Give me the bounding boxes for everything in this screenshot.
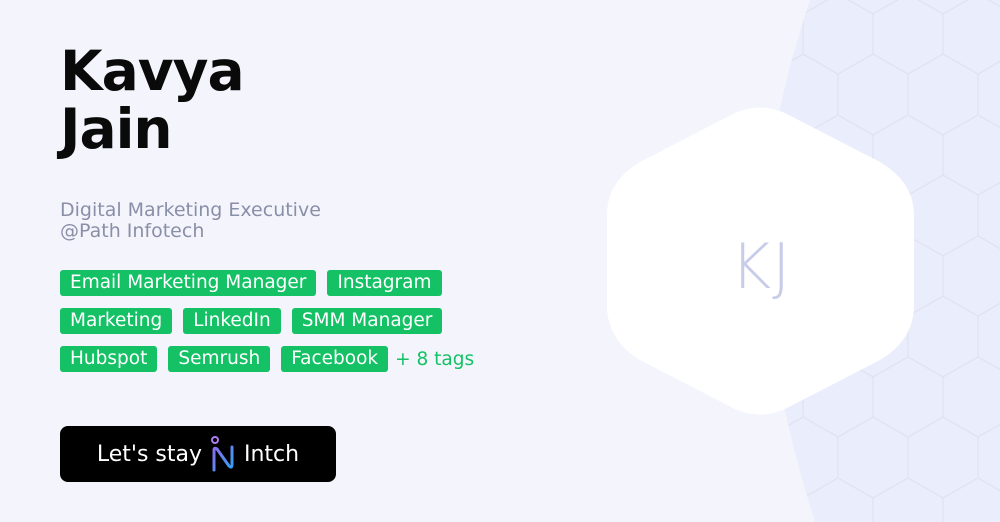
first-name: Kavya <box>60 39 245 103</box>
tag: Instagram <box>327 270 442 296</box>
tag: Email Marketing Manager <box>60 270 317 296</box>
company: @Path Infotech <box>60 220 205 242</box>
avatar-initials: KJ <box>730 230 792 303</box>
tag-row: Hubspot Semrush Facebook + 8 tags <box>60 346 540 372</box>
tag-row: Email Marketing Manager Instagram <box>60 270 540 296</box>
more-tags: + 8 tags <box>395 348 475 370</box>
lets-stay-intch-button[interactable]: Let's stay Intch <box>60 426 336 482</box>
profile-name: Kavya Jain <box>60 39 245 161</box>
cta-label: Let's stay <box>96 441 202 467</box>
tag: Facebook <box>281 346 389 372</box>
tag: Marketing <box>60 308 173 334</box>
last-name: Jain <box>60 97 173 161</box>
tag-list: Email Marketing Manager Instagram Market… <box>60 270 540 384</box>
cta-brand: Intch <box>244 441 300 467</box>
tag: LinkedIn <box>183 308 281 334</box>
tag-row: Marketing LinkedIn SMM Manager <box>60 308 540 334</box>
tag: Semrush <box>168 346 271 372</box>
tag: SMM Manager <box>291 308 443 334</box>
tag: Hubspot <box>60 346 158 372</box>
avatar-hexagon <box>607 107 914 415</box>
intch-logo-icon <box>211 436 234 472</box>
profile-role: Digital Marketing Executive @Path Infote… <box>60 200 321 242</box>
job-title: Digital Marketing Executive <box>60 199 321 221</box>
